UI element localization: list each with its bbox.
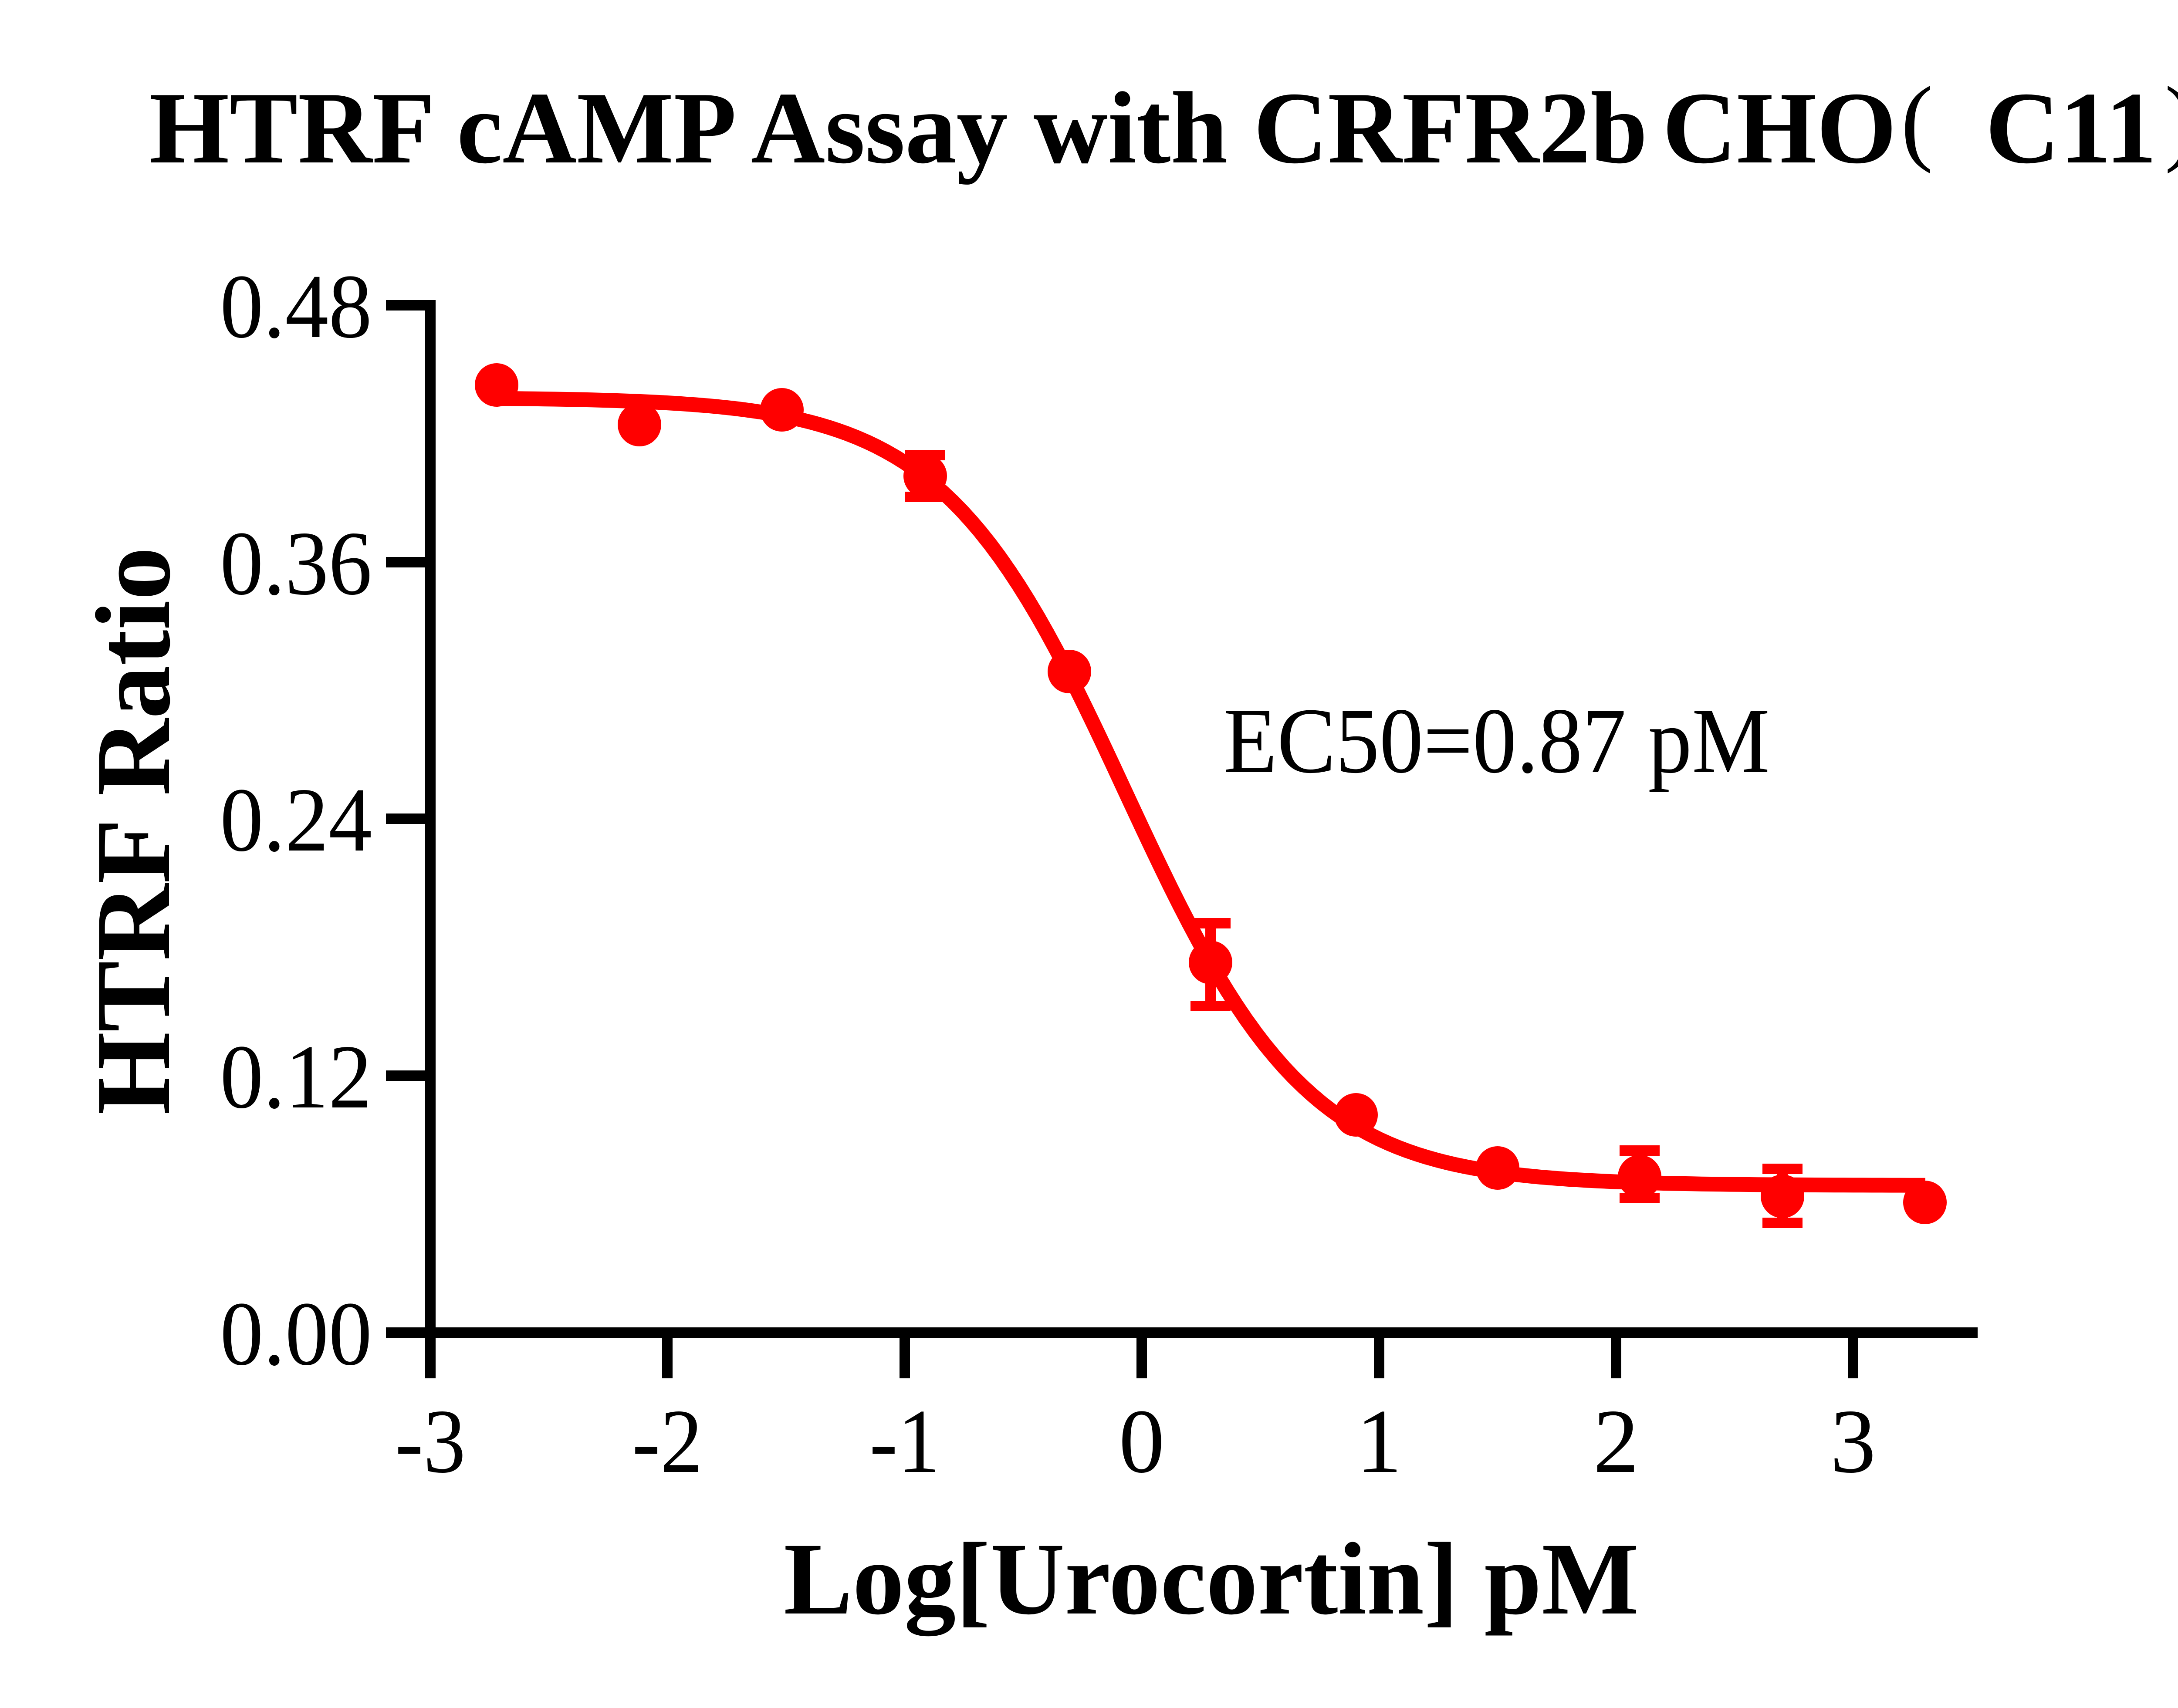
svg-text:0.24: 0.24 — [220, 770, 372, 871]
svg-text:3: 3 — [1830, 1391, 1876, 1492]
svg-text:-3: -3 — [395, 1391, 466, 1492]
svg-text:0.36: 0.36 — [220, 513, 372, 614]
svg-text:0: 0 — [1119, 1391, 1165, 1492]
svg-text:-2: -2 — [632, 1391, 703, 1492]
svg-text:Log[Urocortin] pM: Log[Urocortin] pM — [784, 1522, 1639, 1636]
svg-text:0.00: 0.00 — [220, 1283, 372, 1384]
svg-text:0.48: 0.48 — [220, 256, 372, 357]
svg-text:1: 1 — [1356, 1391, 1402, 1492]
svg-text:0.12: 0.12 — [220, 1026, 372, 1127]
svg-text:EC50=0.87 pM: EC50=0.87 pM — [1224, 689, 1770, 793]
svg-text:-1: -1 — [869, 1391, 940, 1492]
svg-text:HTRF cAMP Assay with CRFR2b CH: HTRF cAMP Assay with CRFR2b CHO(C11) — [149, 67, 2178, 185]
svg-text:2: 2 — [1593, 1391, 1639, 1492]
svg-text:HTRF Ratio: HTRF Ratio — [74, 547, 192, 1115]
